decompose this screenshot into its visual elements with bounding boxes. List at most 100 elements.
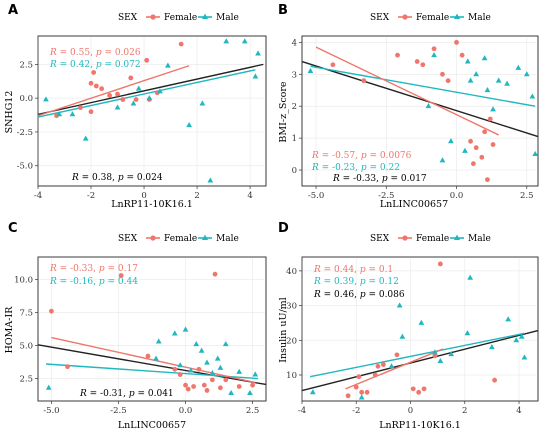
female-point	[479, 154, 485, 160]
x-tick-label: -5.0	[43, 406, 59, 416]
stat-overall: R = 0.38, p = 0.024	[71, 173, 163, 183]
y-tick-label: 0	[292, 166, 297, 176]
female-point	[107, 93, 112, 98]
legend-female-marker	[402, 14, 408, 20]
female-point	[212, 271, 218, 277]
female-point	[454, 39, 459, 45]
male-point	[532, 150, 539, 157]
female-point	[492, 377, 497, 383]
male-point	[223, 38, 230, 44]
legend-female-label: Female	[416, 13, 449, 23]
x-axis-title: LnLINC00657	[118, 420, 186, 431]
y-tick-label: 30	[286, 302, 297, 312]
female-point	[91, 70, 97, 75]
legend-male-label: Male	[216, 234, 239, 244]
male-point	[155, 338, 162, 344]
x-tick-label: -2.5	[378, 191, 394, 201]
panel-b: B SEX Female Male -5.0 -2.5 0.0 2.5 0 1 2 3 4 R = -0.…	[278, 3, 539, 210]
female-point	[120, 97, 126, 102]
stat-female: R = 0.44, p = 0.1	[313, 265, 393, 275]
x-axis-title: LnRP11-10K16.1	[379, 420, 461, 431]
male-point	[165, 62, 171, 68]
female-point	[482, 129, 488, 135]
male-point	[490, 106, 496, 112]
x-tick-label: 2.5	[246, 406, 260, 416]
female-point	[372, 372, 378, 378]
male-point	[228, 389, 235, 395]
male-point	[504, 80, 510, 86]
female-point	[49, 308, 54, 314]
y-tick-label: -5.0	[17, 162, 33, 172]
male-point	[114, 104, 121, 110]
male-point	[432, 349, 438, 355]
legend-male-label: Male	[216, 13, 239, 23]
female-point	[93, 83, 99, 89]
female-point	[414, 59, 420, 64]
y-tick-label: 10.0	[14, 275, 33, 285]
male-point	[252, 73, 259, 79]
x-tick-label: -2	[352, 406, 360, 416]
female-point	[201, 382, 207, 388]
stat-female: R = 0.55, p = 0.026	[49, 48, 141, 58]
fit-line-overall	[301, 329, 539, 392]
male-point	[425, 103, 432, 109]
legend-title: SEX	[370, 13, 390, 23]
male-point	[157, 88, 163, 94]
male-point	[188, 367, 194, 373]
male-point	[448, 350, 455, 357]
plot-border	[301, 35, 539, 187]
panel-letter: C	[8, 221, 18, 236]
stat-overall: R = -0.33, p = 0.017	[332, 174, 427, 184]
x-tick-label: -4	[298, 406, 306, 416]
x-axis-title: LnLINC00657	[380, 199, 448, 210]
female-point	[394, 352, 400, 358]
plot-area	[37, 35, 267, 187]
y-tick-label: 5.0	[19, 342, 33, 352]
x-tick-label: 2	[462, 406, 467, 416]
legend-title: SEX	[118, 13, 138, 23]
male-point	[515, 64, 522, 70]
fit-line-female	[37, 65, 190, 117]
female-point	[375, 363, 381, 369]
male-point	[198, 347, 205, 353]
y-tick-label: 20	[286, 336, 297, 346]
legend: SEX Female Male	[118, 13, 239, 23]
male-point	[45, 384, 52, 390]
male-point	[309, 389, 316, 395]
female-point	[236, 384, 242, 389]
y-tick-label: 3	[292, 70, 297, 80]
male-point	[247, 389, 253, 395]
male-point	[43, 96, 49, 102]
x-tick-label: 0.0	[450, 191, 464, 201]
female-point	[78, 105, 83, 111]
male-point	[199, 100, 206, 106]
female-point	[191, 384, 196, 389]
male-point	[241, 38, 248, 44]
female-point	[65, 364, 70, 370]
male-point	[171, 330, 178, 336]
female-point	[468, 138, 473, 144]
male-point	[193, 340, 200, 347]
female-point	[431, 46, 437, 52]
male-point	[186, 121, 192, 128]
male-point	[130, 100, 137, 106]
y-axis-title: SNHG12	[4, 91, 15, 134]
female-point	[410, 386, 416, 392]
x-tick-label: 2	[194, 191, 199, 201]
stat-female: R = -0.57, p = 0.0076	[311, 151, 412, 161]
female-point	[359, 389, 365, 395]
y-tick-label: 2	[292, 102, 297, 112]
female-point	[115, 91, 120, 97]
female-point	[353, 384, 359, 390]
panel-letter: D	[278, 221, 289, 236]
male-point	[439, 157, 446, 163]
female-point	[144, 57, 150, 63]
female-point	[485, 177, 490, 183]
male-point	[82, 135, 89, 141]
female-point	[364, 389, 370, 395]
plot-border	[37, 256, 267, 402]
stat-overall: R = 0.46, p = 0.086	[313, 290, 405, 300]
y-tick-label: 7.5	[19, 308, 33, 318]
x-tick-label: 0	[141, 191, 146, 201]
y-tick-label: 10	[286, 371, 297, 381]
